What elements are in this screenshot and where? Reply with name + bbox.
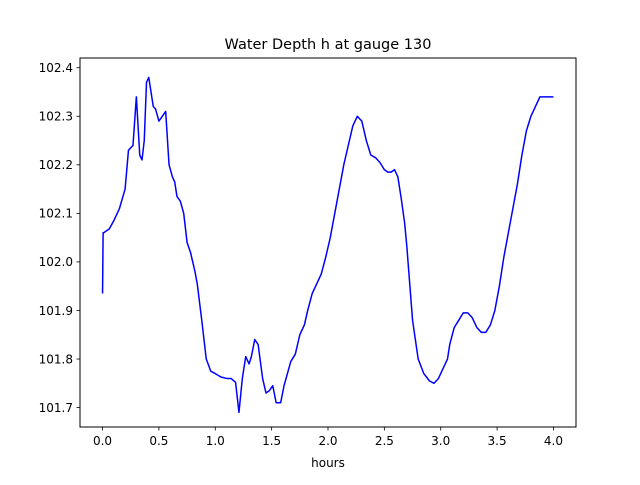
y-axis-ticks: 101.7 101.8 101.9 102.0 102.1 102.2 102.3 102.4: [39, 61, 80, 415]
y-tick-label: 101.7: [39, 401, 73, 415]
y-tick-label: 102.0: [39, 255, 73, 269]
x-tick-label: 1.0: [206, 434, 225, 448]
axes-frame: [79, 57, 577, 428]
y-tick-label: 101.9: [39, 304, 73, 318]
plot-area: [101, 76, 554, 414]
y-tick-label: 102.2: [39, 158, 73, 172]
y-tick-label: 101.8: [39, 352, 73, 366]
x-tick-label: 3.5: [488, 434, 507, 448]
x-tick-label: 1.5: [262, 434, 281, 448]
x-tick-label: 2.0: [318, 434, 337, 448]
x-tick-label: 4.0: [544, 434, 563, 448]
x-tick-label: 2.5: [375, 434, 394, 448]
x-axis-ticks: 0.0 0.5 1.0 1.5 2.0 2.5 3.0 3.5 4.0: [93, 427, 563, 448]
x-tick-label: 0.0: [93, 434, 112, 448]
x-tick-label: 0.5: [149, 434, 168, 448]
y-tick-label: 102.1: [39, 207, 73, 221]
x-axis-label: hours: [311, 456, 345, 470]
series-line-0: [101, 76, 554, 414]
x-tick-label: 3.0: [431, 434, 450, 448]
y-tick-label: 102.4: [39, 61, 73, 75]
y-tick-label: 102.3: [39, 110, 73, 124]
chart-title: Water Depth h at gauge 130: [225, 37, 432, 53]
